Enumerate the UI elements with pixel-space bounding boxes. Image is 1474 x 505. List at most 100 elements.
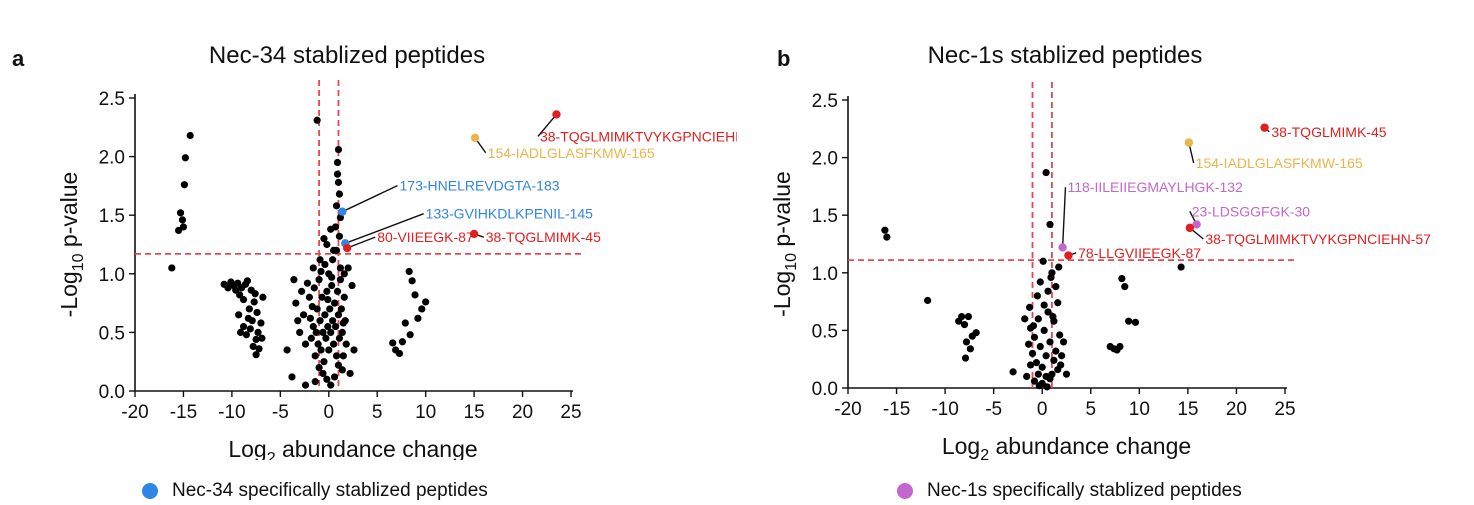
data-point-a (321, 260, 329, 269)
highlight-point-a (469, 229, 479, 239)
y-tick-label-a: 2.5 (99, 89, 125, 110)
data-point-b (1177, 263, 1185, 271)
data-point-a (334, 145, 343, 154)
data-point-a (334, 311, 343, 319)
leader-line-a (537, 113, 558, 137)
y-tick-label-a: 1.5 (99, 206, 125, 227)
data-point-a (254, 328, 262, 336)
data-point-a (350, 346, 358, 354)
leader-line-a (342, 184, 398, 213)
data-point-a (326, 305, 334, 313)
data-point-b (1039, 257, 1047, 265)
data-point-b (883, 233, 891, 241)
data-point-b (1034, 370, 1042, 378)
data-point-b (1040, 326, 1048, 334)
data-point-a (246, 325, 254, 333)
plot-area-a: -20 -15 -10 -5 0 5 10 15 20 25 0.0 0.5 1.0 1.5 2.0 2.5 L… (56, 80, 737, 460)
data-point-a (244, 314, 252, 322)
data-point-a (324, 295, 332, 304)
data-point-a (181, 154, 189, 162)
data-point-a (414, 314, 422, 322)
data-point-a (178, 216, 187, 224)
y-axis-label-b: -Log10 p-value (769, 171, 800, 317)
x-tick-label-b: 10 (1129, 399, 1150, 420)
data-point-b (1050, 356, 1058, 364)
data-point-a (307, 334, 315, 342)
highlight-label-b: 38-TQGLMIMKTVYKGPNCIEHN-57 (1205, 231, 1431, 247)
data-point-b (964, 312, 973, 321)
data-point-a (328, 273, 336, 281)
data-point-a (292, 299, 300, 307)
data-point-b (1028, 349, 1037, 358)
data-point-a (313, 116, 321, 124)
data-point-a (328, 281, 336, 290)
highlight-label-a: 154-IADLGLASFKMW-165 (488, 145, 655, 161)
data-point-b (1059, 338, 1068, 346)
legend-label-b: Nec-1s specifically stablized peptides (927, 480, 1242, 501)
data-point-a (330, 246, 338, 254)
data-point-b (1057, 361, 1065, 369)
data-point-a (320, 235, 328, 243)
y-tick-label-b: 1.0 (812, 264, 838, 285)
legend-dot-b (897, 483, 913, 499)
x-tick-label-b: -20 (834, 399, 861, 420)
data-point-b (1054, 299, 1062, 307)
data-point-a (338, 328, 346, 336)
x-tick-label-a: -5 (272, 402, 289, 423)
data-point-b (1042, 352, 1050, 360)
highlight-label-b: 23-LDSGGFGK-30 (1192, 203, 1310, 219)
chart-title-a: Nec-34 stablized peptides (209, 42, 485, 69)
x-tick-label-a: 0 (323, 402, 334, 423)
leader-line-a (346, 236, 376, 249)
data-point-a (418, 305, 426, 313)
data-point-b (1009, 368, 1017, 376)
x-tick-label-b: 0 (1037, 399, 1048, 420)
data-point-b (1043, 383, 1051, 391)
highlight-label-b: 78-LLGVIIEEGK-87 (1078, 245, 1201, 261)
x-tick-label-a: 25 (560, 402, 581, 423)
data-point-a (313, 305, 321, 313)
data-point-b (1026, 361, 1035, 369)
data-point-b (961, 354, 970, 362)
data-point-a (342, 340, 350, 348)
highlight-point-a (338, 207, 347, 216)
data-point-a (250, 298, 258, 306)
panel-letter-a: a (12, 46, 25, 71)
x-tick-label-b: 25 (1274, 399, 1295, 420)
highlight-point-a (342, 243, 352, 253)
data-point-a (332, 352, 341, 360)
data-point-a (301, 340, 310, 348)
data-point-a (317, 267, 325, 276)
data-point-b (1030, 333, 1039, 341)
data-point-b (1044, 308, 1052, 316)
y-tick-label-b: 1.5 (812, 206, 838, 227)
data-point-a (333, 158, 342, 167)
data-point-b (1121, 283, 1129, 291)
data-point-b (1021, 315, 1029, 323)
x-tick-label-a: 5 (372, 402, 383, 423)
data-point-b (1034, 315, 1042, 323)
data-point-b (1125, 317, 1133, 325)
data-point-b (1029, 322, 1038, 330)
data-point-a (294, 317, 302, 325)
data-point-b (966, 345, 974, 353)
data-point-a (331, 322, 340, 331)
highlight-label-a: 80-VIIEEGK-87 (377, 229, 474, 245)
highlight-label-a: 38-TQGLMIMKTVYKGPNCIEHN-57 (540, 128, 737, 144)
data-point-a (330, 373, 339, 381)
x-axis-label-a: Log2 abundance change (228, 436, 477, 460)
data-point-a (333, 287, 342, 295)
data-point-a (298, 287, 306, 295)
data-point-a (186, 131, 194, 140)
chart-title-b: Nec-1s stablized peptides (928, 42, 1203, 69)
data-point-a (306, 314, 314, 322)
x-tick-label-a: 20 (512, 402, 533, 423)
data-point-a (179, 223, 188, 231)
x-tick-label-b: 15 (1177, 399, 1198, 420)
x-tick-label-a: -20 (121, 402, 148, 423)
data-point-a (330, 299, 339, 307)
data-point-b (1036, 342, 1044, 351)
data-point-b (924, 296, 932, 305)
data-point-a (335, 190, 344, 198)
data-point-b (1023, 372, 1031, 381)
